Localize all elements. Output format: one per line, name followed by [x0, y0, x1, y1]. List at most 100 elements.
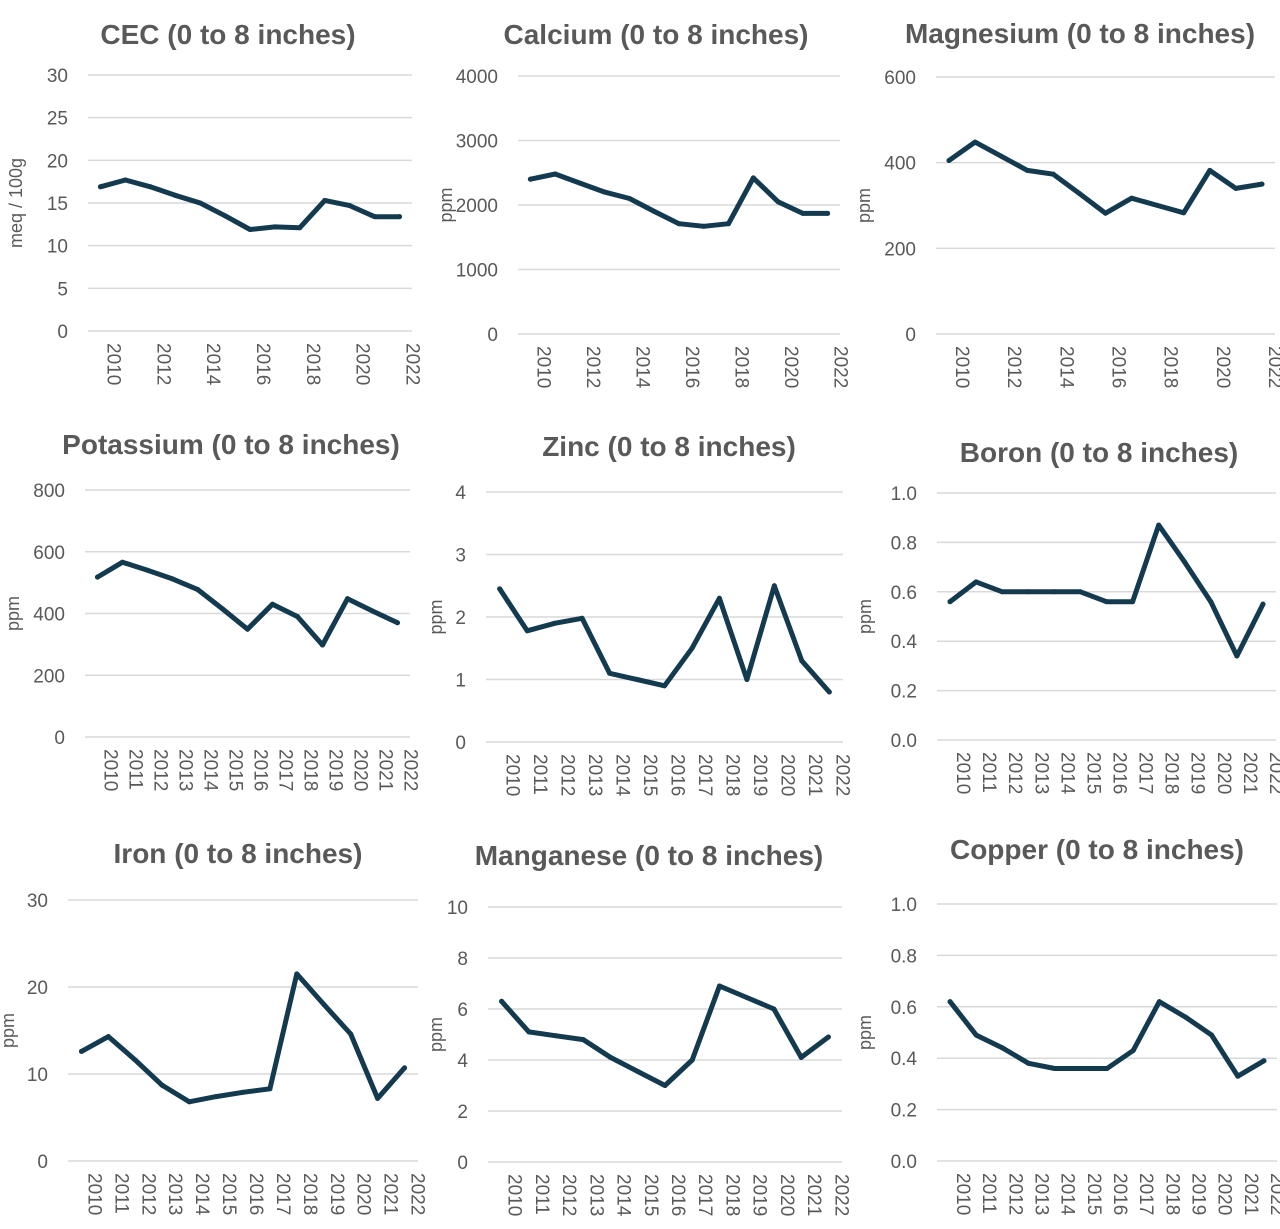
data-point: [172, 192, 178, 198]
y-axis-title: ppm: [436, 187, 456, 222]
data-point: [602, 189, 608, 195]
data-point: [1182, 559, 1188, 565]
x-tick-label: 2019: [1187, 752, 1208, 794]
x-tick-label: 2021: [1239, 752, 1260, 794]
data-point: [186, 1099, 192, 1105]
data-point: [1026, 1060, 1032, 1066]
y-tick-label: 200: [33, 666, 65, 687]
data-point: [1233, 185, 1239, 191]
y-tick-label: 0.4: [891, 1049, 918, 1070]
y-tick-label: 2000: [456, 196, 498, 217]
data-point: [402, 1065, 408, 1071]
y-tick-label: 30: [27, 891, 48, 912]
data-point: [1156, 999, 1162, 1005]
series-line: [947, 999, 1267, 1079]
data-point: [95, 574, 100, 580]
data-point: [1207, 167, 1213, 173]
y-tick-label: 0: [57, 322, 68, 343]
x-tick-label: 2017: [275, 749, 296, 791]
x-tick-label: 2022: [402, 343, 423, 385]
data-point: [1130, 599, 1136, 605]
data-point: [799, 658, 805, 664]
x-tick-label: 2017: [694, 754, 715, 796]
y-tick-label: 10: [47, 237, 68, 258]
x-tick-label: 2011: [110, 1173, 131, 1214]
chart-title: Potassium (0 to 8 inches): [62, 429, 400, 460]
y-tick-label: 10: [27, 1065, 48, 1086]
chart-svg-1: Calcium (0 to 8 inches) 0 1000 2000 3000 4000…: [436, 19, 851, 389]
chart-panel-5: Boron (0 to 8 inches) 0.0 0.2 0.4 0.6 0.8 1.0 p…: [855, 410, 1280, 820]
data-point: [662, 1083, 668, 1088]
data-point: [320, 642, 325, 648]
data-point: [750, 175, 756, 181]
chart-svg-0: CEC (0 to 8 inches) 0 5 10 15 20 25 30 meq / 100…: [6, 19, 423, 386]
x-tick-label: 2018: [731, 346, 752, 388]
data-point: [634, 677, 640, 682]
data-point: [1130, 1047, 1136, 1053]
data-point: [159, 1082, 165, 1088]
y-tick-label: 0.8: [891, 946, 917, 967]
data-point: [213, 1094, 219, 1100]
x-tick-label: 2021: [1240, 1173, 1261, 1215]
y-axis-title: ppm: [426, 599, 446, 634]
x-tick-label: 2020: [776, 754, 797, 796]
data-point: [1077, 589, 1083, 595]
data-point: [626, 196, 632, 202]
x-tick-label: 2019: [749, 1174, 770, 1216]
data-point: [372, 214, 378, 220]
series-line: [499, 983, 831, 1088]
data-point: [947, 599, 953, 605]
chart-svg-2: Magnesium (0 to 8 inches) 0 200 400 600 ppm 20…: [854, 18, 1280, 389]
data-point: [1024, 167, 1030, 173]
data-point: [526, 1029, 532, 1035]
data-point: [220, 606, 225, 612]
x-tick-label: 2022: [830, 346, 851, 388]
x-tick-label: 2011: [978, 752, 999, 793]
x-tick-label: 2013: [175, 749, 196, 791]
chart-svg-3: Potassium (0 to 8 inches) 0 200 400 600 800 pp…: [3, 429, 421, 792]
y-tick-label: 1: [455, 671, 466, 692]
y-tick-label: 30: [47, 66, 68, 87]
data-point: [397, 214, 403, 220]
y-tick-label: 0: [487, 325, 498, 346]
y-tick-label: 5: [57, 279, 68, 300]
y-tick-label: 0.2: [891, 682, 917, 703]
data-point: [195, 586, 200, 592]
chart-panel-0: CEC (0 to 8 inches) 0 5 10 15 20 25 30 meq / 100…: [0, 0, 428, 410]
x-tick-label: 2016: [250, 749, 271, 791]
x-tick-label: 2016: [252, 343, 273, 385]
x-tick-label: 2016: [681, 346, 702, 388]
x-tick-label: 2015: [1083, 1173, 1104, 1215]
data-point: [947, 999, 953, 1005]
x-tick-label: 2021: [375, 749, 396, 791]
y-tick-label: 400: [884, 154, 916, 175]
x-tick-label: 2011: [125, 749, 146, 790]
data-point: [1051, 589, 1057, 595]
data-point: [222, 213, 228, 219]
y-tick-label: 0: [54, 728, 65, 749]
data-point: [370, 608, 375, 614]
x-tick-label: 2011: [978, 1173, 999, 1214]
x-tick-label: 2014: [200, 749, 221, 792]
x-tick-label: 2012: [1004, 1173, 1025, 1215]
x-tick-label: 2022: [400, 749, 421, 791]
data-point: [272, 224, 278, 230]
x-tick-label: 2012: [152, 343, 173, 385]
x-tick-label: 2011: [529, 754, 550, 795]
x-tick-label: 2012: [137, 1173, 158, 1215]
chart-panel-4: Zinc (0 to 8 inches) 0 1 2 3 4 ppm 2010 2011 2012…: [426, 410, 856, 820]
chart-title: Calcium (0 to 8 inches): [504, 19, 809, 50]
data-point: [1155, 203, 1161, 208]
data-point: [1104, 1065, 1110, 1071]
data-point: [347, 203, 353, 209]
x-tick-label: 2019: [325, 749, 346, 791]
data-point: [499, 998, 505, 1004]
x-tick-label: 2013: [1030, 752, 1051, 794]
x-tick-label: 2020: [353, 1173, 374, 1215]
data-point: [800, 210, 806, 216]
data-point: [999, 1045, 1005, 1051]
x-tick-label: 2020: [780, 346, 801, 388]
y-axis-title: ppm: [3, 596, 23, 631]
chart-title: Iron (0 to 8 inches): [114, 838, 363, 869]
y-tick-label: 800: [33, 481, 65, 502]
